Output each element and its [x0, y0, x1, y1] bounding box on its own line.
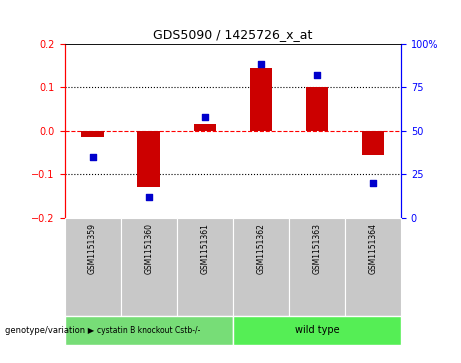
Point	[313, 72, 321, 78]
Bar	[250, 68, 272, 131]
Point	[89, 154, 96, 160]
Bar	[289, 218, 345, 316]
Point	[145, 194, 152, 200]
Bar	[65, 316, 233, 345]
Bar	[345, 218, 401, 316]
Point	[201, 114, 208, 120]
Text: GSM1151360: GSM1151360	[144, 223, 153, 274]
Bar	[82, 131, 104, 137]
Bar	[306, 87, 328, 131]
Bar	[177, 218, 233, 316]
Text: GSM1151359: GSM1151359	[88, 223, 97, 274]
Text: GSM1151364: GSM1151364	[368, 223, 378, 274]
Text: wild type: wild type	[295, 325, 339, 335]
Bar	[65, 218, 121, 316]
Text: genotype/variation ▶: genotype/variation ▶	[5, 326, 94, 335]
Text: GSM1151363: GSM1151363	[313, 223, 321, 274]
Text: GSM1151362: GSM1151362	[256, 223, 266, 274]
Title: GDS5090 / 1425726_x_at: GDS5090 / 1425726_x_at	[153, 28, 313, 41]
Point	[257, 62, 265, 68]
Bar	[194, 124, 216, 131]
Bar	[233, 218, 289, 316]
Text: GSM1151361: GSM1151361	[200, 223, 209, 274]
Text: cystatin B knockout Cstb-/-: cystatin B knockout Cstb-/-	[97, 326, 201, 335]
Bar	[233, 316, 401, 345]
Bar	[121, 218, 177, 316]
Point	[369, 180, 377, 186]
Bar	[362, 131, 384, 155]
Bar	[137, 131, 160, 187]
